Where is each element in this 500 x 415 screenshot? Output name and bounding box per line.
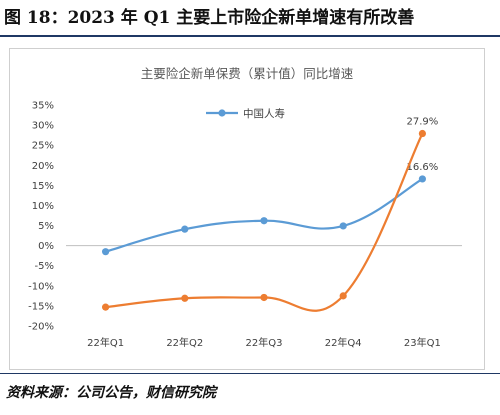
source-divider	[0, 373, 500, 374]
legend-item: 中国人寿	[206, 107, 285, 120]
data-point	[339, 222, 347, 230]
y-tick-label: 5%	[38, 221, 54, 232]
y-tick-label: 35%	[32, 101, 54, 112]
y-axis-labels: -20% -15% -10% -5% 0% 5% 10% 15% 20% 25% 30% 35%	[28, 101, 54, 333]
figure-source: 资料来源：公司公告，财信研究院	[6, 385, 216, 401]
y-tick-label: -10%	[28, 281, 54, 292]
data-label: 27.9%	[407, 117, 439, 128]
y-tick-label: 30%	[32, 121, 54, 132]
figure-title: 图 18：2023 年 Q1 主要上市险企新单增速有所改善	[4, 8, 415, 28]
chart-title: 主要险企新单保费（累计值）同比增速	[141, 66, 354, 81]
series-layer: 16.6% 27.9%	[102, 117, 439, 312]
x-tick-label: 22年Q1	[87, 336, 124, 349]
series-line	[105, 177, 423, 253]
legend: 中国人寿	[206, 107, 285, 120]
y-tick-label: 10%	[32, 201, 54, 212]
data-point	[260, 293, 268, 302]
line-chart: 主要险企新单保费（累计值）同比增速 -20% -15% -10% -5% 0% 5% 10%…	[28, 66, 462, 349]
y-tick-label: 25%	[32, 141, 54, 152]
x-tick-label: 22年Q4	[325, 336, 362, 349]
data-point	[181, 225, 189, 233]
data-point	[418, 175, 426, 183]
data-point	[260, 217, 268, 225]
y-tick-label: 20%	[32, 161, 54, 172]
y-tick-label: 15%	[32, 181, 54, 192]
y-tick-label: -20%	[28, 322, 54, 333]
x-tick-label: 23年Q1	[404, 336, 441, 349]
data-point	[102, 248, 110, 256]
legend-marker	[218, 109, 226, 117]
data-point	[418, 129, 426, 138]
series-1: 27.9%	[102, 117, 439, 312]
x-tick-label: 22年Q2	[166, 336, 203, 349]
series-line	[105, 133, 424, 312]
data-point	[339, 292, 347, 300]
title-divider	[0, 35, 500, 37]
data-point	[181, 294, 189, 302]
x-axis-labels: 22年Q1 22年Q2 22年Q3 22年Q4 23年Q1	[87, 336, 441, 349]
data-point	[102, 303, 110, 311]
data-label: 16.6%	[407, 162, 439, 173]
chart-frame: 主要险企新单保费（累计值）同比增速 -20% -15% -10% -5% 0% 5% 10%…	[9, 48, 485, 370]
y-tick-label: -15%	[28, 301, 54, 312]
legend-label: 中国人寿	[243, 107, 285, 120]
x-tick-label: 22年Q3	[246, 336, 283, 349]
series-0: 16.6%	[102, 162, 439, 256]
y-tick-label: 0%	[38, 241, 54, 252]
y-tick-label: -5%	[35, 261, 54, 272]
